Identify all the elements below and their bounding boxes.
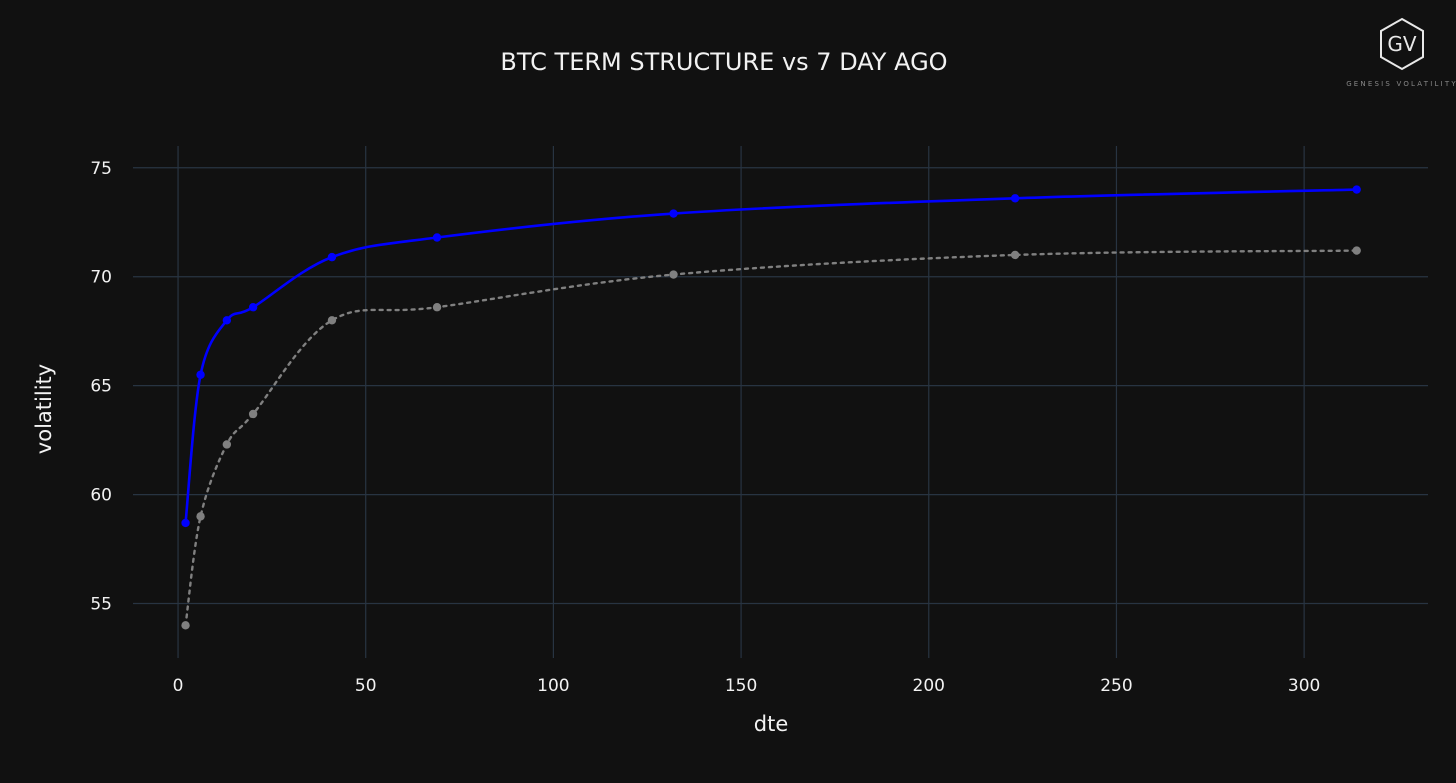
x-tick-label: 100 [537, 676, 569, 696]
y-tick-label: 75 [90, 159, 112, 179]
y-tick-label: 65 [90, 377, 112, 397]
genesis-volatility-logo: GV GENESIS VOLATILITY [1346, 17, 1456, 88]
data-point-seven-day-ago [327, 316, 337, 325]
series-current [181, 185, 1361, 528]
series-seven-day-ago [181, 246, 1361, 630]
data-point-seven-day-ago [222, 440, 232, 449]
y-axis-title: volatility [32, 364, 56, 454]
y-tick-labels: 55 60 65 70 75 [90, 159, 112, 615]
data-point-seven-day-ago [669, 270, 678, 279]
x-tick-label: 200 [913, 676, 945, 696]
data-point-current [432, 233, 442, 242]
data-point-seven-day-ago [1010, 250, 1020, 260]
x-tick-label: 150 [725, 676, 757, 696]
data-point-seven-day-ago [1352, 246, 1361, 255]
data-point-seven-day-ago [248, 409, 258, 419]
x-tick-label: 300 [1288, 676, 1320, 696]
data-point-current [196, 370, 205, 379]
data-point-seven-day-ago [432, 303, 442, 312]
y-tick-label: 55 [90, 595, 112, 615]
data-point-current [1010, 194, 1020, 203]
x-grid-lines [177, 146, 1305, 658]
data-point-current [181, 518, 190, 528]
y-tick-label: 70 [90, 268, 112, 288]
x-tick-labels: 0 50 100 150 200 250 300 [173, 676, 1321, 696]
x-tick-label: 50 [355, 676, 377, 696]
data-point-current [1352, 185, 1361, 194]
data-point-current [248, 303, 258, 312]
data-point-current [669, 209, 678, 218]
x-tick-label: 250 [1100, 676, 1132, 696]
x-axis-title: dte [754, 712, 788, 736]
data-point-seven-day-ago [181, 621, 190, 630]
y-grid-lines [133, 167, 1428, 605]
chart-title: BTC TERM STRUCTURE vs 7 DAY AGO [500, 48, 947, 76]
data-point-current [327, 252, 337, 262]
data-point-current [222, 316, 232, 325]
y-tick-label: 60 [90, 486, 112, 506]
data-point-seven-day-ago [196, 512, 205, 521]
x-tick-label: 0 [173, 676, 184, 696]
series-layer [181, 185, 1361, 630]
logo-letters: GV [1387, 32, 1416, 56]
hexagon-logo-icon [1380, 17, 1424, 71]
logo-subtitle: GENESIS VOLATILITY [1346, 80, 1456, 88]
